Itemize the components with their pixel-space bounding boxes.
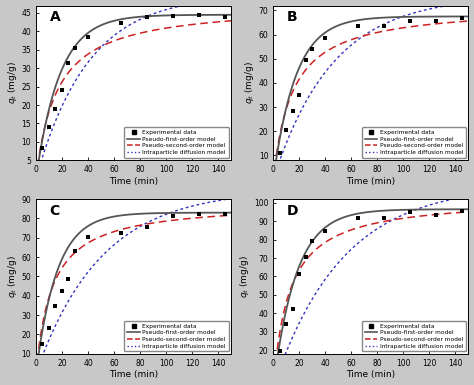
Point xyxy=(84,234,92,240)
Point xyxy=(39,341,46,347)
Point xyxy=(354,215,362,221)
Point xyxy=(380,214,388,221)
Point xyxy=(143,224,150,230)
Point xyxy=(406,18,414,24)
Point xyxy=(169,13,176,19)
Point xyxy=(52,303,59,310)
Point xyxy=(295,271,303,277)
Text: B: B xyxy=(287,10,298,24)
Point xyxy=(195,211,202,217)
Text: D: D xyxy=(287,204,299,218)
Point xyxy=(64,60,72,66)
Point xyxy=(45,124,53,130)
Point xyxy=(380,23,388,29)
Point xyxy=(432,212,440,218)
Point xyxy=(302,254,310,260)
Y-axis label: $q_t$ (mg/g): $q_t$ (mg/g) xyxy=(6,255,18,298)
Point xyxy=(195,12,202,18)
Point xyxy=(58,288,66,294)
Text: A: A xyxy=(50,10,60,24)
Point xyxy=(84,34,92,40)
Point xyxy=(71,45,79,51)
Point xyxy=(289,108,297,114)
X-axis label: Time (min): Time (min) xyxy=(109,370,158,380)
Point xyxy=(321,228,329,234)
Point xyxy=(289,306,297,312)
Legend: Experimental data, Pseudo-first-order model, Pseudo-second-order model, Intrapar: Experimental data, Pseudo-first-order mo… xyxy=(362,321,466,352)
Point xyxy=(309,46,316,52)
Point xyxy=(117,20,124,26)
Legend: Experimental data, Pseudo-first-order model, Pseudo-second-order model, Intrapar: Experimental data, Pseudo-first-order mo… xyxy=(362,127,466,158)
Y-axis label: $q_t$ (mg/g): $q_t$ (mg/g) xyxy=(6,62,18,104)
X-axis label: Time (min): Time (min) xyxy=(109,177,158,186)
Point xyxy=(302,57,310,63)
Point xyxy=(354,23,362,29)
Point xyxy=(309,238,316,244)
Point xyxy=(64,276,72,283)
X-axis label: Time (min): Time (min) xyxy=(346,177,395,186)
Point xyxy=(276,348,283,354)
Point xyxy=(58,87,66,93)
Text: C: C xyxy=(50,204,60,218)
Point xyxy=(169,213,176,219)
Point xyxy=(52,105,59,112)
Point xyxy=(276,150,283,156)
Point xyxy=(143,14,150,20)
Point xyxy=(321,35,329,41)
Point xyxy=(283,321,290,327)
Legend: Experimental data, Pseudo-first-order model, Pseudo-second-order model, Intrapar: Experimental data, Pseudo-first-order mo… xyxy=(124,127,229,158)
Point xyxy=(458,15,466,21)
Point xyxy=(71,248,79,254)
Point xyxy=(458,208,466,214)
Legend: Experimental data, Pseudo-first-order model, Pseudo-second-order model, Intrapar: Experimental data, Pseudo-first-order mo… xyxy=(124,321,229,352)
Point xyxy=(221,211,228,217)
Point xyxy=(45,325,53,331)
Y-axis label: $q_t$ (mg/g): $q_t$ (mg/g) xyxy=(243,62,256,104)
Y-axis label: $q_t$ (mg/g): $q_t$ (mg/g) xyxy=(238,255,251,298)
Point xyxy=(406,209,414,215)
Point xyxy=(39,146,46,152)
Point xyxy=(432,18,440,24)
Point xyxy=(221,14,228,20)
Point xyxy=(117,230,124,236)
Point xyxy=(295,92,303,98)
Point xyxy=(283,127,290,133)
X-axis label: Time (min): Time (min) xyxy=(346,370,395,380)
